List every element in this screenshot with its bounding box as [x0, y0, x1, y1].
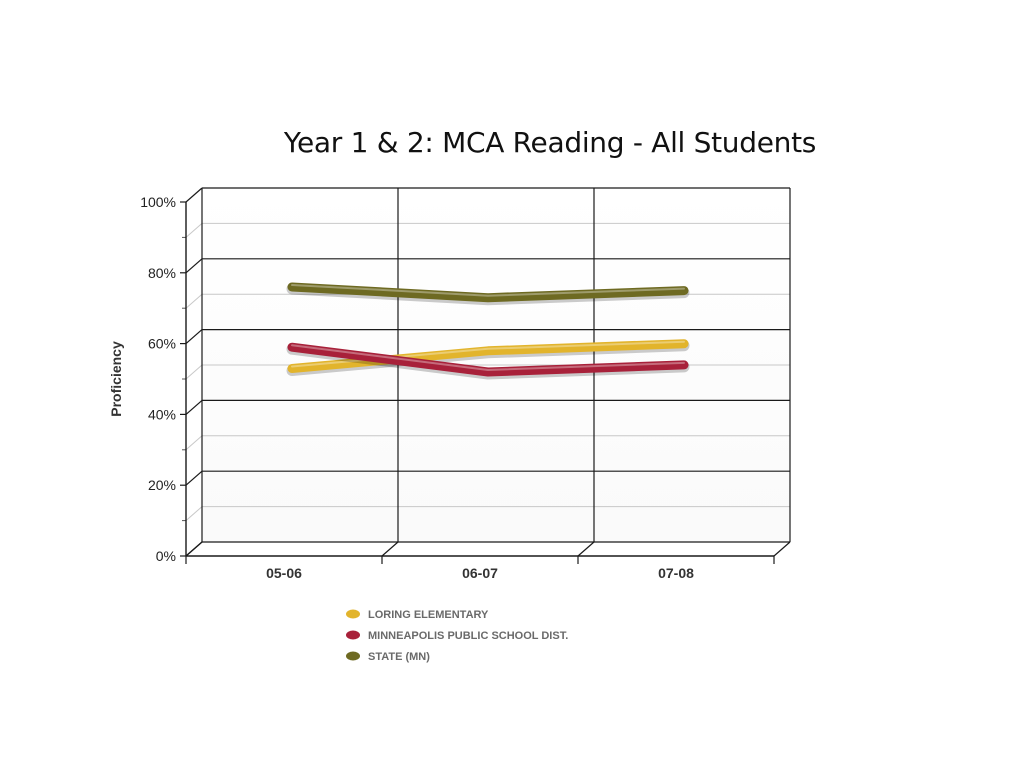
- chart-title: Year 1 & 2: MCA Reading - All Students: [283, 126, 817, 159]
- series-line-highlight: [291, 340, 685, 368]
- minor-gridline-depth: [185, 223, 203, 238]
- legend: LORING ELEMENTARY MINNEAPOLIS PUBLIC SCHO…: [346, 609, 568, 663]
- y-tick-label: 80%: [148, 265, 176, 281]
- y-tick-label: 40%: [148, 406, 176, 422]
- y-axis-label: Proficiency: [108, 341, 124, 417]
- legend-entry: MINNEAPOLIS PUBLIC SCHOOL DIST.: [368, 630, 568, 642]
- x-tick-label: 07-08: [658, 565, 694, 581]
- series-line-highlight: [291, 344, 685, 371]
- series-lines: [286, 282, 690, 380]
- major-gridline-depth: [185, 187, 203, 203]
- legend-swatch: [346, 630, 360, 640]
- floor-gridline-depth: [381, 541, 399, 557]
- x-tick-label: 06-07: [462, 565, 498, 581]
- major-gridline-depth: [185, 399, 203, 415]
- major-gridline-depth: [185, 258, 203, 274]
- major-gridline-depth: [185, 470, 203, 486]
- y-tick-label: 60%: [148, 336, 176, 352]
- series-line-highlight: [291, 284, 685, 297]
- legend-entry: STATE (MN): [368, 651, 430, 663]
- y-tick-label: 0%: [156, 548, 176, 564]
- legend-swatch: [346, 651, 360, 661]
- major-gridline-depth: [185, 329, 203, 345]
- legend-swatch: [346, 609, 360, 619]
- minor-gridline-depth: [185, 293, 203, 309]
- y-tick-label: 20%: [148, 477, 176, 493]
- minor-gridline-depth: [185, 506, 203, 521]
- minor-gridline-depth: [185, 435, 203, 451]
- floor-gridline-depth: [185, 541, 203, 557]
- minor-gridline-depth: [185, 364, 203, 380]
- floor-gridline-depth: [773, 541, 791, 557]
- axis-labels: 0% 20% 40% 60% 80% 100% 05-06 06-07 07-08 Profici…: [108, 194, 694, 581]
- x-tick-label: 05-06: [266, 565, 302, 581]
- floor-gridline-depth: [577, 541, 595, 557]
- legend-entry: LORING ELEMENTARY: [368, 609, 489, 621]
- y-tick-label: 100%: [140, 194, 176, 210]
